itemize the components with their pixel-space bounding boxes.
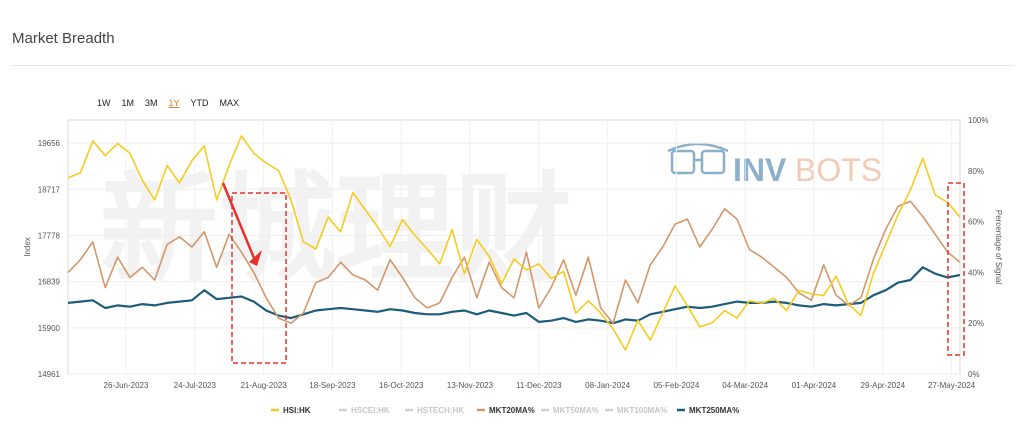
x-tick-label: 27-May-2024: [928, 381, 976, 390]
page-title: Market Breadth: [12, 30, 115, 47]
range-button-max[interactable]: MAX: [219, 98, 240, 108]
y2-tick-label: 80%: [968, 167, 984, 176]
annotation-box-may-2024: [947, 182, 965, 356]
range-button-1w[interactable]: 1W: [97, 98, 111, 108]
legend-label: MKT50MA%: [553, 406, 599, 415]
x-tick-label: 11-Dec-2023: [516, 381, 562, 390]
y-tick-label: 15900: [38, 324, 61, 333]
range-button-3m[interactable]: 3M: [145, 98, 158, 108]
y-axis-title: Index: [23, 237, 32, 257]
legend-item-mkt50ma-[interactable]: MKT50MA%: [541, 406, 599, 415]
y2-tick-label: 20%: [968, 319, 984, 328]
legend-label: MKT250MA%: [689, 406, 739, 415]
legend-label: MKT100MA%: [617, 406, 667, 415]
x-tick-label: 24-Jul-2023: [174, 381, 217, 390]
invbots-logo: INV BOTS: [667, 142, 882, 188]
logo-text-bots: BOTS: [795, 152, 882, 188]
header-divider: [12, 65, 1014, 66]
logo-text-inv: INV: [733, 152, 787, 188]
y2-tick-label: 100%: [968, 116, 988, 125]
range-button-1y[interactable]: 1Y: [168, 98, 180, 108]
annotation-arrow-shaft: [221, 182, 256, 259]
range-button-1m[interactable]: 1M: [121, 98, 135, 108]
y-tick-label: 19656: [38, 139, 61, 148]
legend-label: HSCEI:HK: [351, 406, 390, 415]
y-tick-label: 18717: [38, 185, 61, 194]
legend-item-hsi-hk[interactable]: HSI:HK: [271, 406, 311, 415]
legend-item-mkt20ma-[interactable]: MKT20MA%: [477, 406, 535, 415]
x-tick-label: 26-Jun-2023: [104, 381, 149, 390]
annotation-arrow-head: [249, 250, 262, 266]
watermark-cjk: 新城理财: [100, 160, 572, 298]
y2-axis-title: Percentage of Signal: [994, 210, 1003, 284]
legend-label: HSTECH:HK: [417, 406, 464, 415]
y-tick-label: 14961: [38, 370, 61, 379]
legend-label: HSI:HK: [283, 406, 311, 415]
series-line-mkt250ma-: [67, 266, 961, 325]
legend-item-mkt250ma-[interactable]: MKT250MA%: [677, 406, 739, 415]
range-selector: 1W 1M 3M 1Y YTD MAX: [97, 98, 250, 108]
y2-tick-label: 40%: [968, 268, 984, 277]
x-tick-label: 05-Feb-2024: [653, 381, 699, 390]
y-tick-label: 17778: [38, 231, 61, 240]
y2-tick-label: 60%: [968, 218, 984, 227]
legend-item-hscei-hk[interactable]: HSCEI:HK: [339, 406, 390, 415]
x-tick-label: 13-Nov-2023: [447, 381, 494, 390]
series-line-mkt20ma-: [67, 200, 961, 325]
legend-item-mkt100ma-[interactable]: MKT100MA%: [605, 406, 667, 415]
y-tick-label: 16839: [38, 278, 61, 287]
x-tick-label: 18-Sep-2023: [309, 381, 356, 390]
glasses-icon: [667, 142, 729, 175]
x-tick-label: 21-Aug-2023: [240, 381, 287, 390]
x-tick-label: 01-Apr-2024: [792, 381, 837, 390]
x-tick-label: 29-Apr-2024: [861, 381, 906, 390]
legend-item-hstech-hk[interactable]: HSTECH:HK: [405, 406, 464, 415]
x-tick-label: 16-Oct-2023: [379, 381, 424, 390]
x-tick-label: 08-Jan-2024: [585, 381, 630, 390]
series-line-hsi-hk: [67, 135, 961, 351]
y2-tick-label: 0%: [968, 370, 980, 379]
x-tick-label: 04-Mar-2024: [722, 381, 768, 390]
annotation-box-aug-2023: [231, 192, 287, 364]
legend-label: MKT20MA%: [489, 406, 535, 415]
range-button-ytd[interactable]: YTD: [190, 98, 209, 108]
